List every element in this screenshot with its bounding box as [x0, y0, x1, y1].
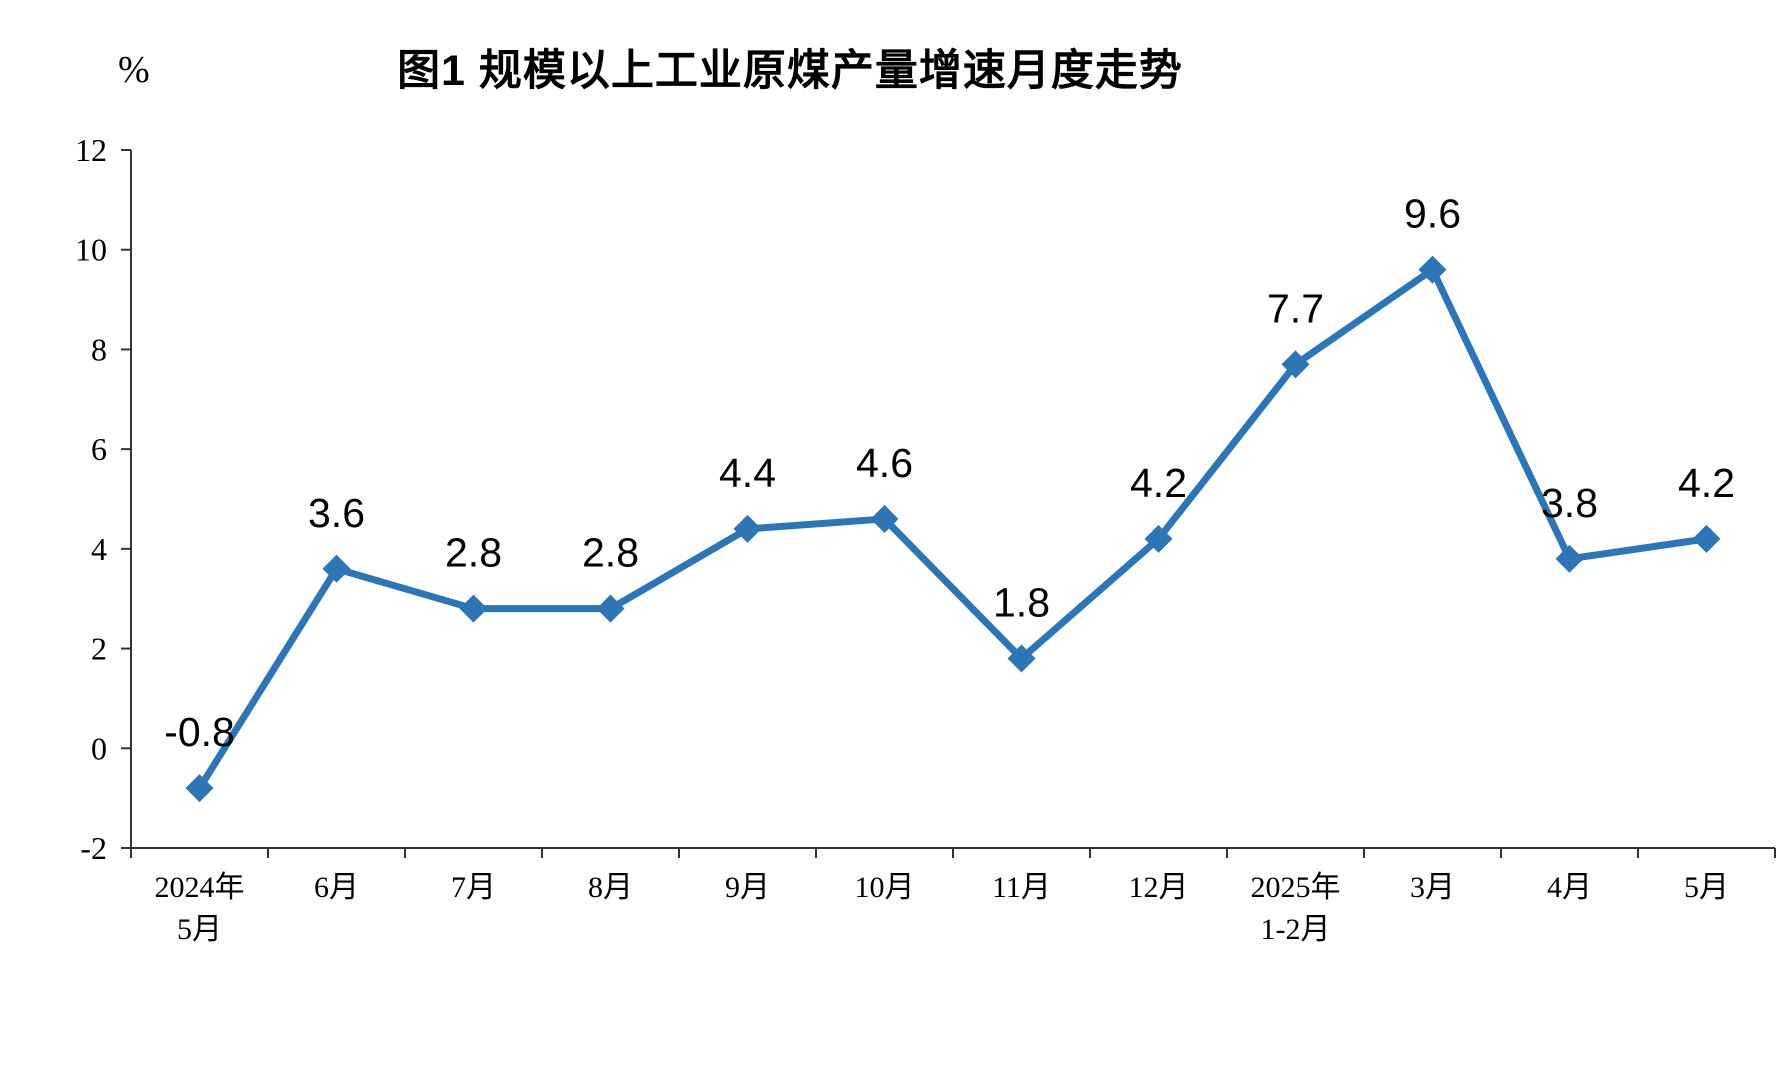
- y-axis-unit-label: %: [118, 49, 150, 91]
- data-point-label: 7.7: [1267, 285, 1324, 331]
- x-axis-category-label: 5月: [1684, 871, 1729, 904]
- x-axis-category-label-line: 4月: [1547, 871, 1592, 904]
- x-axis-category-label-line: 2025年: [1251, 871, 1341, 904]
- data-point-marker: [1144, 524, 1173, 553]
- x-axis-category-label-line: 5月: [1684, 871, 1729, 904]
- data-line: [196, 266, 1710, 792]
- axis-lines: [130, 150, 1775, 849]
- data-point-marker: [1555, 544, 1584, 573]
- x-axis-category-label: 6月: [314, 871, 359, 904]
- y-axis-tick-label: -2: [80, 830, 107, 866]
- x-axis-category-label: 2024年 5月: [155, 871, 245, 946]
- data-point-marker: [322, 554, 351, 583]
- data-point-label: 3.6: [308, 490, 365, 536]
- y-axis-tick-label: 6: [91, 431, 107, 467]
- data-point-label: 3.8: [1541, 480, 1598, 526]
- data-point-marker: [1418, 255, 1447, 284]
- x-axis-category-label-line: 2024年: [155, 871, 245, 904]
- x-axis-category-label: 3月: [1410, 871, 1455, 904]
- x-axis-category-label-line: 9月: [725, 871, 770, 904]
- x-axis-category-label: 4月: [1547, 871, 1592, 904]
- data-point-marker: [1692, 524, 1721, 553]
- data-point-label: 4.4: [719, 450, 776, 496]
- data-point-label: 2.8: [582, 530, 639, 576]
- x-axis-category-label: 8月: [588, 871, 633, 904]
- x-axis-category-label-line: 5月: [177, 913, 222, 946]
- data-point-marker: [459, 594, 488, 623]
- y-axis-tick-label: 10: [75, 232, 107, 268]
- x-axis-category-label-line: 7月: [451, 871, 496, 904]
- data-point-marker: [1281, 350, 1310, 379]
- data-point-label: 4.2: [1130, 460, 1187, 506]
- data-point-label: 4.6: [856, 440, 913, 486]
- data-point-label: 1.8: [993, 580, 1050, 626]
- x-axis-category-label-line: 11月: [992, 871, 1051, 904]
- y-axis-tick-label: 8: [91, 331, 107, 367]
- chart-title: 图1 规模以上工业原煤产量增速月度走势: [397, 47, 1183, 95]
- y-axis-tick-label: 4: [91, 531, 107, 567]
- data-point-marker: [870, 504, 899, 533]
- y-axis-tick-label: 0: [91, 730, 107, 766]
- data-point-marker: [733, 514, 762, 543]
- x-axis-category-label-line: 8月: [588, 871, 633, 904]
- data-point-label: 4.2: [1678, 460, 1735, 506]
- x-axis-category-label-line: 1-2月: [1261, 913, 1331, 946]
- x-axis-category-label-line: 12月: [1129, 871, 1189, 904]
- x-axis-category-label: 12月: [1129, 871, 1189, 904]
- x-axis-category-label: 9月: [725, 871, 770, 904]
- data-point-label: -0.8: [164, 709, 235, 755]
- data-point-label: 2.8: [445, 530, 502, 576]
- data-point-marker: [185, 774, 214, 803]
- data-point-marker: [596, 594, 625, 623]
- y-axis-tick-label: 2: [91, 631, 107, 667]
- x-axis-category-label-line: 10月: [855, 871, 915, 904]
- x-axis-category-label: 10月: [855, 871, 915, 904]
- x-axis-category-label: 11月: [992, 871, 1051, 904]
- x-axis-category-label: 2025年 1-2月: [1251, 871, 1341, 946]
- x-axis-category-label-line: 3月: [1410, 871, 1455, 904]
- data-point-label: 9.6: [1404, 191, 1461, 237]
- x-axis-category-label-line: 6月: [314, 871, 359, 904]
- y-axis-tick-label: 12: [75, 132, 107, 168]
- data-point-marker: [1007, 644, 1036, 673]
- x-axis-category-label: 7月: [451, 871, 496, 904]
